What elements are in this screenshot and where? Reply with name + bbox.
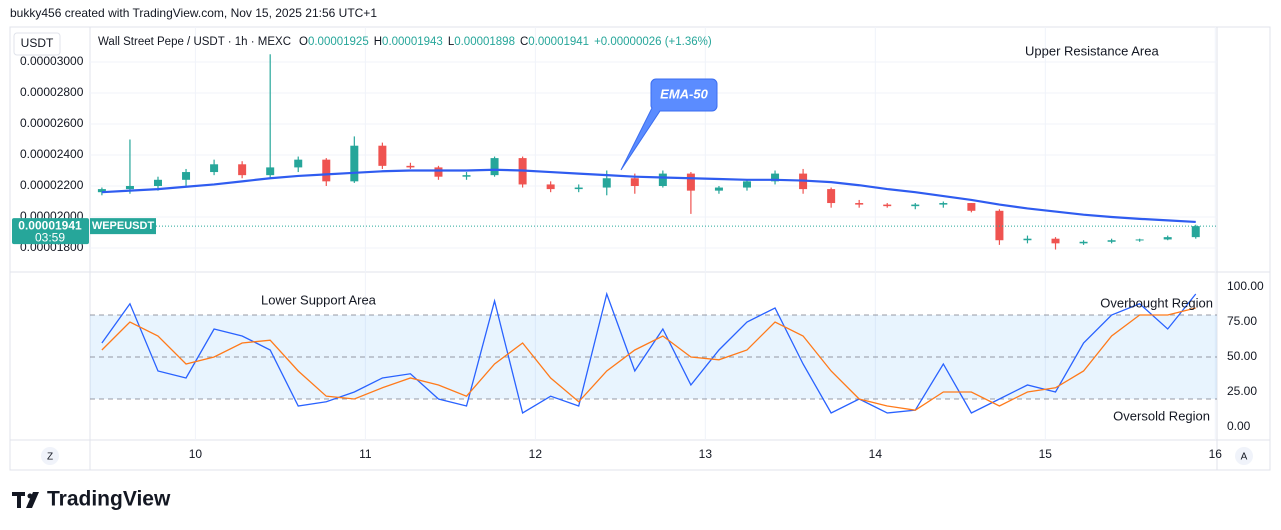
symbol-tag: [90, 218, 156, 235]
candles: [97, 54, 1200, 250]
candle-body: [686, 173, 695, 191]
y-tick-label: 25.00: [1227, 384, 1257, 398]
ohlc-key: C: [520, 36, 528, 48]
change: +0.00000026 (+1.36%): [594, 36, 712, 48]
x-tick-label: 16: [1209, 447, 1223, 461]
candle-body: [1079, 241, 1088, 244]
candle-body: [97, 189, 106, 193]
candle-body: [771, 173, 780, 182]
candle-body: [406, 165, 415, 168]
candle-body: [939, 203, 948, 205]
currency[interactable]: USDT: [21, 36, 54, 50]
candle-body: [266, 167, 275, 176]
y-tick-label: 75.00: [1227, 314, 1257, 328]
candle-body: [182, 172, 191, 180]
x-tick-label: 15: [1039, 447, 1053, 461]
annotation: Upper Resistance Area: [1025, 43, 1159, 58]
candle-body: [714, 187, 723, 191]
candle-body: [1191, 226, 1200, 238]
symbol-tag-label: WEPEUSDT: [92, 220, 155, 232]
x-tick-label: 14: [869, 447, 883, 461]
ohlc-value: 0.00001943: [382, 36, 443, 48]
button-label[interactable]: Z: [47, 452, 53, 463]
header: bukky456 created with TradingView.com, N…: [10, 6, 377, 20]
y-tick-label: 0.00002600: [20, 116, 84, 130]
candle-body: [658, 173, 667, 186]
ema-line: [101, 168, 1196, 224]
button-label[interactable]: A: [1241, 452, 1248, 463]
countdown: 03:59: [35, 230, 65, 244]
y-tick-label: 100.00: [1227, 279, 1264, 293]
legend: Wall Street Pepe / USDT · 1h · MEXC O0.00…: [98, 36, 712, 48]
ohlc-value: 0.00001925: [308, 36, 369, 48]
y-tick-label: 0.00002200: [20, 178, 84, 192]
candle-body: [238, 164, 247, 176]
y-tick-label: 0.00002800: [20, 85, 84, 99]
currency-box[interactable]: [13, 32, 61, 56]
y-tick-label: 50.00: [1227, 349, 1257, 363]
candle-body: [911, 204, 920, 207]
y-tick-label: 0.00003000: [20, 54, 84, 68]
candle-body: [1135, 239, 1144, 241]
candle-body: [742, 181, 751, 188]
candle-body: [322, 159, 331, 182]
candle-body: [883, 204, 892, 207]
ohlc-key: L: [448, 36, 455, 48]
stoch-line: [101, 307, 1196, 411]
ohlc-key: O: [299, 36, 308, 48]
logo: [12, 492, 39, 508]
ohlc-key: H: [374, 36, 382, 48]
candle-body: [546, 184, 555, 190]
candle-body: [378, 145, 387, 166]
candle-body: [855, 203, 864, 205]
annotation: Overbought Region: [1100, 295, 1213, 310]
x-tick-label: 13: [699, 447, 713, 461]
candle-body: [125, 185, 134, 190]
candle-body: [210, 164, 219, 173]
price-label: 0.00001941: [18, 218, 82, 232]
x-tick-label: 10: [189, 447, 203, 461]
candle-body: [967, 203, 976, 211]
candle-body: [1107, 240, 1116, 242]
annotation: EMA-50: [660, 86, 708, 101]
brand: TradingView: [47, 488, 171, 511]
candle-body: [462, 175, 471, 177]
callout: [620, 78, 718, 171]
candle-body: [1051, 238, 1060, 244]
symbol: Wall Street Pepe / USDT · 1h · MEXC: [98, 36, 291, 48]
annotation: Lower Support Area: [261, 292, 377, 307]
candle-body: [1163, 237, 1172, 240]
grid: [90, 27, 1217, 440]
candle-body: [490, 158, 499, 176]
x-tick-label: 11: [359, 447, 372, 461]
candle-body: [350, 145, 359, 182]
y-tick-label: 0.00002400: [20, 147, 84, 161]
y-tick-label: 0.00: [1227, 419, 1251, 433]
candle-body: [995, 210, 1004, 241]
candle-body: [630, 178, 639, 186]
x-tick-label: 12: [529, 447, 543, 461]
price-tag: [12, 218, 89, 245]
candle-body: [434, 167, 443, 177]
candle-body: [602, 178, 611, 188]
annotation: Oversold Region: [1113, 408, 1210, 423]
candle-body: [574, 187, 583, 190]
button[interactable]: [41, 447, 59, 465]
frame: [9, 26, 1271, 471]
candle-body: [294, 159, 303, 168]
candle-body: [1023, 238, 1032, 241]
stoch-line: [101, 291, 1197, 414]
candle-body: [827, 189, 836, 204]
ohlc-value: 0.00001898: [454, 36, 515, 48]
ohlc-value: 0.00001941: [528, 36, 589, 48]
candle-body: [153, 179, 162, 186]
button[interactable]: [1235, 447, 1253, 465]
